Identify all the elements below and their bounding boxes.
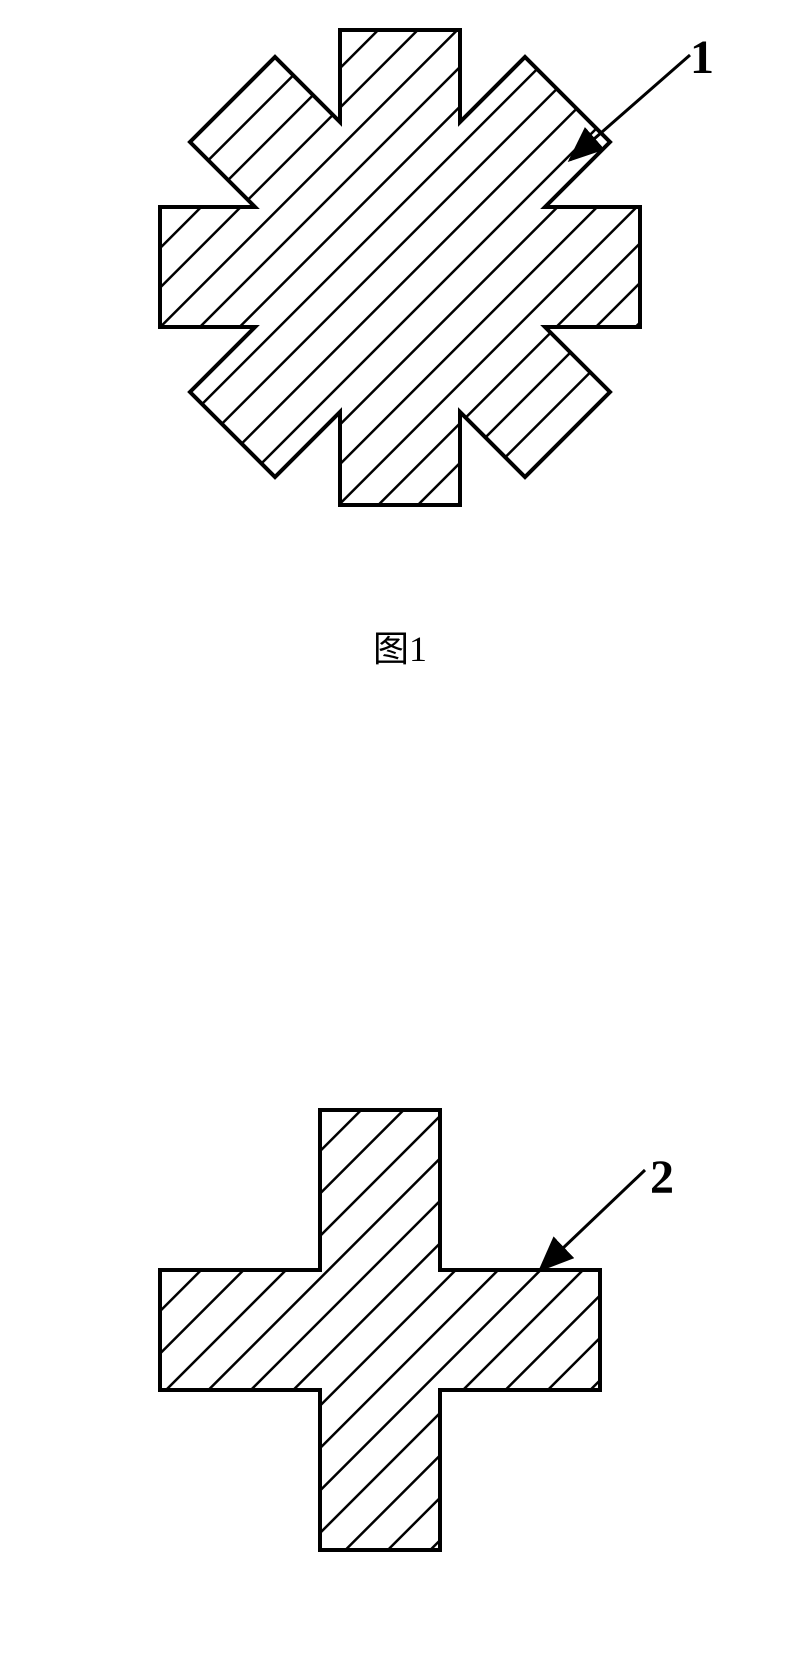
figure-1-caption: 图1	[0, 620, 800, 672]
figure-2-arrow	[540, 1170, 645, 1270]
figure-1-label: 1	[690, 30, 714, 85]
figure-2-label: 2	[650, 1150, 674, 1205]
figure-1-arrow	[570, 55, 690, 160]
figure-2-svg	[50, 1080, 750, 1580]
plus-shape	[160, 1110, 600, 1550]
figure-1-container	[50, 0, 750, 560]
eight-arm-shape	[160, 30, 640, 505]
figure-1-svg	[50, 0, 750, 560]
figure-2-container	[50, 1080, 750, 1580]
